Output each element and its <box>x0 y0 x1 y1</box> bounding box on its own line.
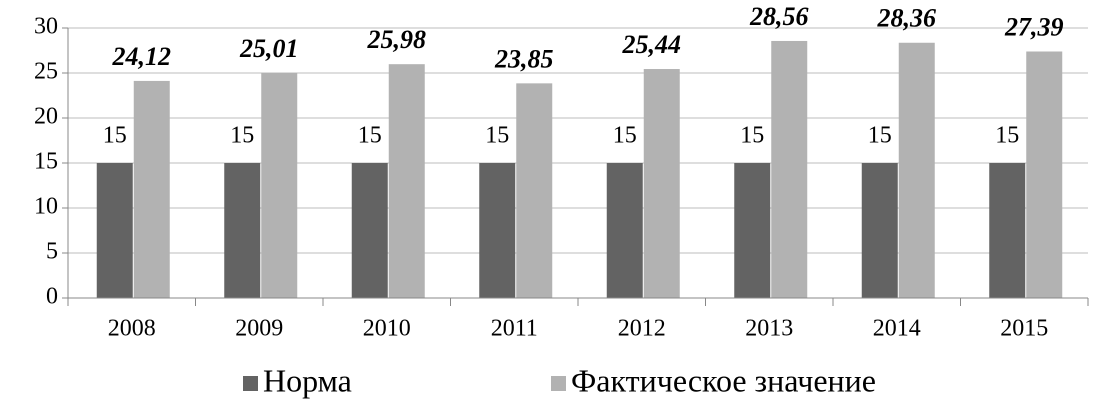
bar <box>898 42 935 299</box>
value-label: 27,39 <box>1004 12 1064 41</box>
bar <box>388 64 425 299</box>
value-label: 15 <box>740 123 764 149</box>
y-tick-label: 25 <box>34 59 58 85</box>
bar <box>133 80 170 298</box>
legend-swatch <box>243 376 258 391</box>
value-label: 15 <box>868 123 892 149</box>
value-label: 24,12 <box>112 42 172 71</box>
x-tick-label: 2008 <box>108 316 156 342</box>
value-label: 15 <box>613 123 637 149</box>
value-label: 15 <box>230 123 254 149</box>
y-tick-label: 30 <box>34 14 58 40</box>
y-tick-label: 5 <box>46 239 58 265</box>
x-tick-label: 2011 <box>491 316 538 342</box>
bar <box>771 40 808 299</box>
bar <box>606 163 643 298</box>
y-tick-label: 15 <box>34 149 58 175</box>
value-label: 28,36 <box>877 4 937 33</box>
bar <box>643 69 680 298</box>
x-tick-label: 2014 <box>873 316 921 342</box>
value-label: 25,98 <box>367 25 427 54</box>
value-label: 15 <box>485 123 509 149</box>
bar <box>261 72 298 298</box>
legend-label: Норма <box>263 362 352 398</box>
x-tick-label: 2012 <box>618 316 666 342</box>
value-label: 23,85 <box>494 44 554 73</box>
bar <box>989 163 1026 298</box>
y-tick-label: 20 <box>34 104 58 130</box>
bar <box>861 163 898 298</box>
value-label: 25,44 <box>622 30 682 59</box>
x-tick-label: 2009 <box>235 316 283 342</box>
bar <box>96 163 133 298</box>
bar <box>516 83 553 298</box>
value-label: 25,01 <box>239 34 299 63</box>
legend-swatch <box>551 376 566 391</box>
value-label: 15 <box>358 123 382 149</box>
legend-label: Фактическое значение <box>571 362 876 398</box>
x-tick-label: 2013 <box>745 316 793 342</box>
bar <box>224 163 261 298</box>
value-label: 15 <box>103 123 127 149</box>
bar <box>351 163 388 298</box>
x-tick-label: 2015 <box>1000 316 1048 342</box>
bar <box>479 163 516 298</box>
bar <box>1026 51 1063 298</box>
value-label: 15 <box>995 123 1019 149</box>
x-tick-label: 2010 <box>363 316 411 342</box>
y-tick-label: 10 <box>34 194 58 220</box>
bar <box>734 163 771 298</box>
value-label: 28,56 <box>749 2 809 31</box>
y-tick-label: 0 <box>46 284 58 310</box>
